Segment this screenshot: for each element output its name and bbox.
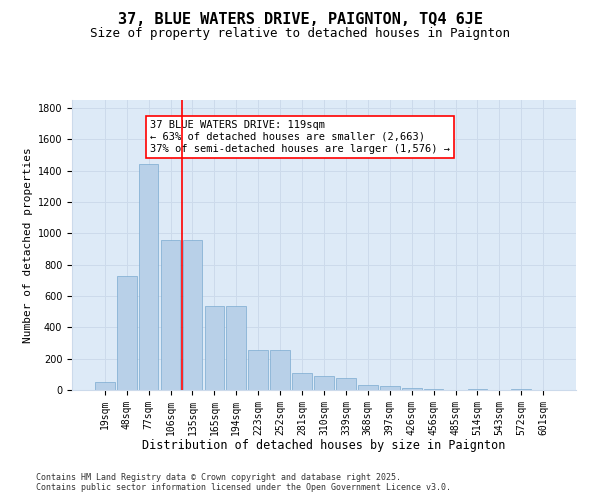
Bar bbox=[117, 276, 137, 390]
Bar bbox=[248, 350, 268, 390]
Bar bbox=[314, 376, 334, 390]
Bar bbox=[270, 350, 290, 390]
Y-axis label: Number of detached properties: Number of detached properties bbox=[23, 147, 34, 343]
Bar bbox=[161, 240, 181, 390]
Bar bbox=[424, 389, 443, 390]
Bar bbox=[205, 306, 224, 390]
Text: Size of property relative to detached houses in Paignton: Size of property relative to detached ho… bbox=[90, 28, 510, 40]
Bar bbox=[467, 389, 487, 390]
Bar bbox=[358, 386, 378, 390]
Bar bbox=[511, 388, 531, 390]
Bar bbox=[380, 386, 400, 390]
Bar bbox=[336, 378, 356, 390]
Bar bbox=[402, 388, 422, 390]
Bar bbox=[182, 240, 202, 390]
X-axis label: Distribution of detached houses by size in Paignton: Distribution of detached houses by size … bbox=[142, 439, 506, 452]
Bar bbox=[139, 164, 158, 390]
Bar bbox=[226, 306, 246, 390]
Text: 37, BLUE WATERS DRIVE, PAIGNTON, TQ4 6JE: 37, BLUE WATERS DRIVE, PAIGNTON, TQ4 6JE bbox=[118, 12, 482, 28]
Bar bbox=[95, 382, 115, 390]
Text: 37 BLUE WATERS DRIVE: 119sqm
← 63% of detached houses are smaller (2,663)
37% of: 37 BLUE WATERS DRIVE: 119sqm ← 63% of de… bbox=[150, 120, 450, 154]
Bar bbox=[292, 373, 312, 390]
Text: Contains HM Land Registry data © Crown copyright and database right 2025.
Contai: Contains HM Land Registry data © Crown c… bbox=[36, 473, 451, 492]
